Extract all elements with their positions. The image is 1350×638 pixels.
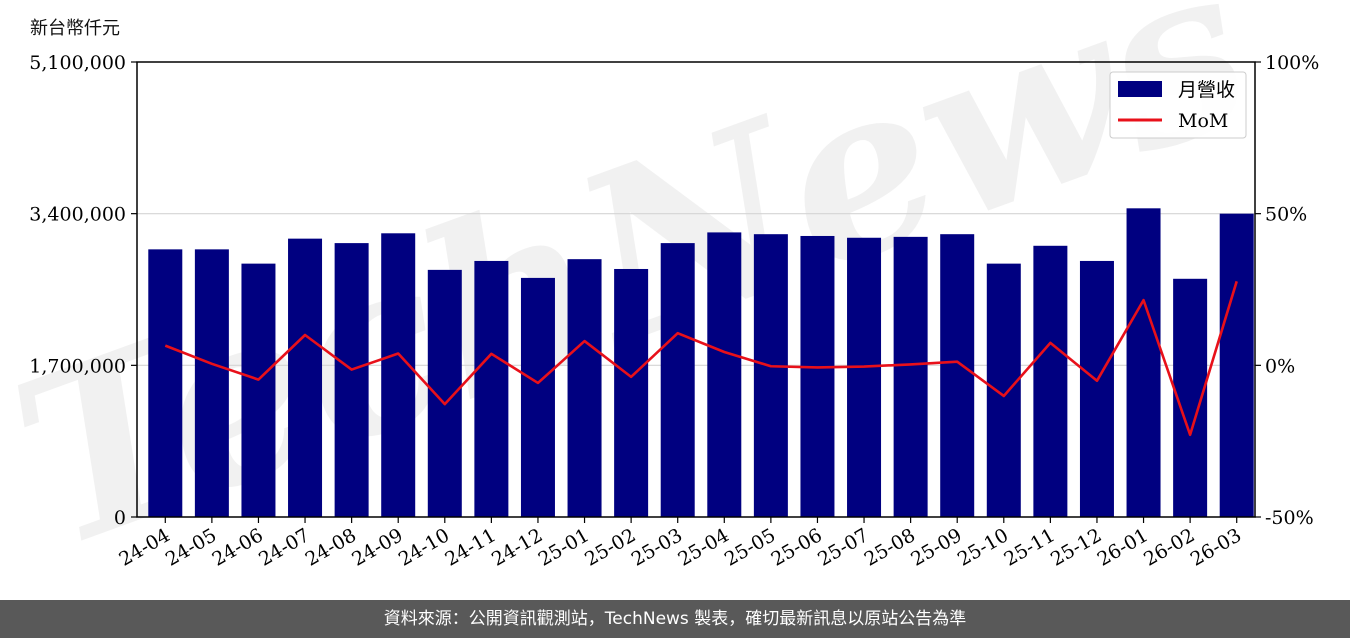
bar-24-11 [474, 260, 509, 517]
legend-label-bar: 月營收 [1178, 79, 1235, 101]
bar-26-03 [1219, 213, 1254, 517]
bar-25-08 [893, 236, 928, 518]
plot-frame [136, 61, 1256, 518]
x-tick-label: 25-02 [581, 524, 639, 570]
y-right-tick-label: 100% [1265, 52, 1319, 74]
x-tick-label: 25-04 [674, 524, 732, 570]
bar-24-05 [194, 249, 229, 517]
bar-24-09 [381, 233, 416, 517]
bar-24-10 [427, 269, 462, 517]
bar-25-07 [847, 237, 882, 518]
x-tick-label: 26-02 [1140, 524, 1198, 570]
bar-25-06 [800, 235, 835, 517]
x-tick-label: 25-09 [907, 524, 965, 570]
x-tick-label: 24-10 [395, 524, 453, 570]
mom-series [164, 280, 1238, 437]
y-right-tick-label: 50% [1265, 204, 1307, 226]
chart: 新台幣仟元 TechNews 01,700,0003,400,0005,100,… [0, 0, 1319, 601]
mom-line [164, 280, 1238, 437]
bar-24-08 [334, 243, 369, 517]
x-tick-label: 26-01 [1094, 524, 1152, 570]
bar-25-12 [1079, 260, 1114, 517]
bar-25-09 [940, 234, 975, 517]
y-left-tick-label: 1,700,000 [29, 355, 126, 377]
bar-24-04 [148, 249, 183, 517]
y-right-tick-label: -50% [1265, 507, 1314, 529]
y-left-tick-label: 3,400,000 [29, 204, 126, 226]
x-tick-label: 25-12 [1047, 524, 1105, 570]
x-tick-label: 24-11 [441, 524, 499, 570]
y-left-tick-label: 0 [114, 507, 126, 529]
x-tick-label: 26-03 [1187, 524, 1245, 570]
x-tick-label: 25-07 [814, 524, 872, 570]
x-tick-label: 25-06 [768, 524, 826, 570]
bar-24-12 [520, 277, 555, 517]
y-axis-unit-label: 新台幣仟元 [30, 18, 120, 39]
bar-25-02 [614, 268, 649, 517]
x-tick-label: 25-01 [535, 524, 593, 570]
x-tick-label: 24-12 [488, 524, 546, 570]
y-right-tick-label: 0% [1265, 355, 1295, 377]
bar-25-10 [986, 263, 1021, 517]
bar-25-01 [567, 259, 602, 517]
bar-25-05 [753, 234, 788, 517]
bar-25-03 [660, 243, 695, 517]
legend: 月營收 MoM [1109, 71, 1247, 139]
x-tick-label: 24-09 [348, 524, 406, 570]
x-tick-label: 25-10 [954, 524, 1012, 570]
x-tick-label: 25-11 [1000, 524, 1058, 570]
chart-svg: TechNews 01,700,0003,400,0005,100,000-50… [0, 0, 1319, 601]
bar-24-07 [288, 238, 323, 517]
bar-25-04 [707, 232, 742, 517]
bar-series [148, 208, 1254, 518]
y-left-tick-label: 5,100,000 [29, 52, 126, 74]
bar-24-06 [241, 263, 276, 517]
source-footer: 資料來源：公開資訊觀測站，TechNews 製表，確切最新訊息以原站公告為準 [0, 600, 1350, 638]
bar-26-01 [1126, 208, 1161, 517]
bar-25-11 [1033, 245, 1068, 518]
x-tick-label: 25-03 [628, 524, 686, 570]
legend-label-line: MoM [1178, 110, 1228, 132]
x-tick-label: 25-08 [861, 524, 919, 570]
grid-lines [137, 213, 1255, 366]
x-tick-label: 25-05 [721, 524, 779, 570]
x-tick-label: 24-08 [302, 524, 360, 570]
legend-swatch-bar [1118, 81, 1162, 97]
